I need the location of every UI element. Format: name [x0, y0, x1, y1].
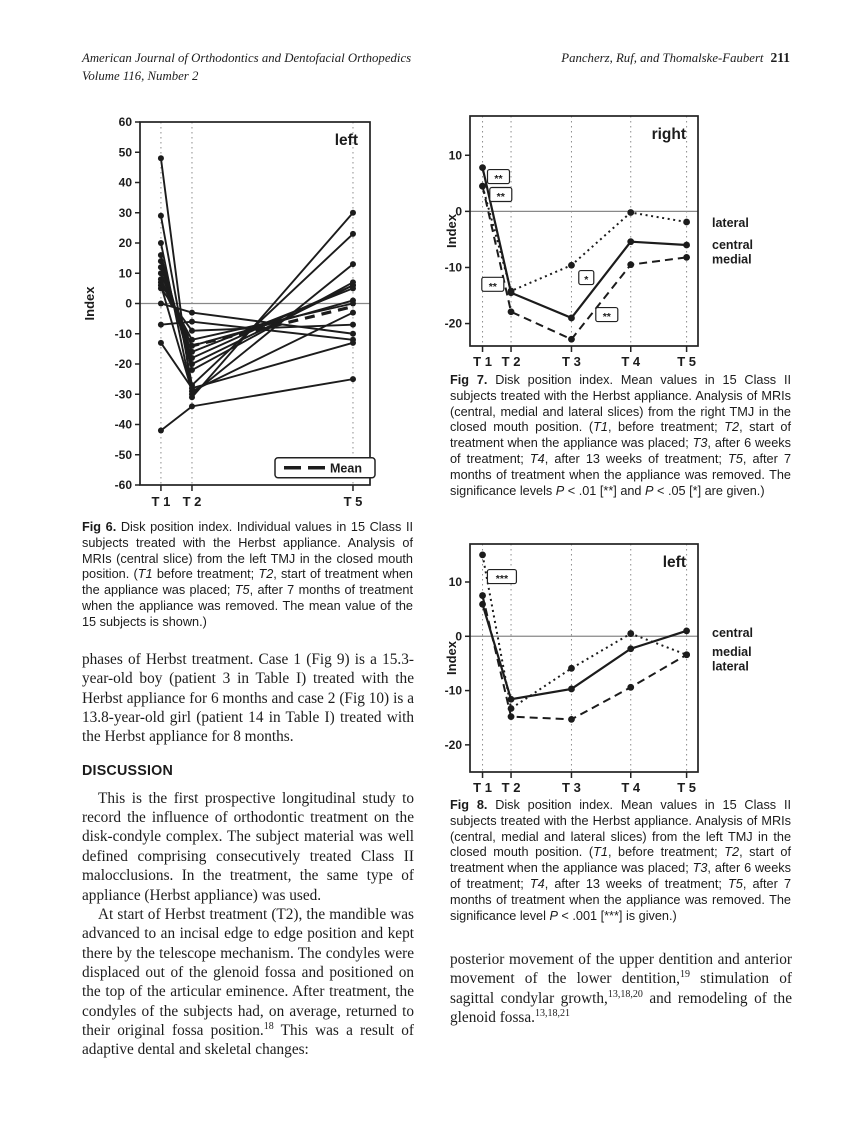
svg-text:T 3: T 3: [562, 354, 581, 369]
fig8-chart: 10 0 -10 -20 T 1 T 2 T 3 T 4 T 5 Index central medi…: [444, 536, 800, 798]
svg-text:**: **: [494, 173, 503, 185]
fig8-series-label-medial: medial: [712, 645, 752, 659]
authors: Pancherz, Ruf, and Thomalske-Faubert: [561, 51, 764, 65]
svg-text:0: 0: [125, 297, 132, 311]
svg-text:Index: Index: [82, 286, 97, 321]
svg-text:30: 30: [119, 206, 133, 220]
fig7-series-label-medial: medial: [712, 253, 752, 267]
svg-text:T 2: T 2: [502, 780, 521, 795]
svg-text:10: 10: [449, 148, 463, 162]
svg-text:-40: -40: [115, 418, 133, 432]
fig8-caption: Fig 8. Disk position index. Mean values …: [450, 798, 791, 923]
page-number: 211: [770, 50, 790, 65]
fig7-chart: 10 0 -10 -20 T 1 T 2 T 3 T 4 T 5 Index lateral cent…: [444, 110, 800, 372]
fig6-chart: 60 50 40 30 20 10 0 -10 -20 -30 -40 -50 -60 T 1 T 2 T 5…: [82, 110, 404, 512]
svg-text:**: **: [489, 281, 498, 293]
svg-text:-20: -20: [115, 357, 133, 371]
svg-text:T 2: T 2: [502, 354, 521, 369]
journal-volume: Volume 116, Number 2: [82, 68, 199, 83]
discussion-heading: DISCUSSION: [82, 762, 173, 779]
right-column-text: posterior movement of the upper dentitio…: [450, 950, 792, 1027]
fig8-series-label-central: central: [712, 626, 753, 640]
svg-text:T 3: T 3: [562, 780, 581, 795]
journal-header: American Journal of Orthodontics and Den…: [82, 50, 502, 86]
svg-text:Index: Index: [444, 640, 459, 675]
svg-text:T 1: T 1: [473, 780, 492, 795]
fig6-legend-label: Mean: [330, 461, 362, 475]
fig7-svg: 10 0 -10 -20 T 1 T 2 T 3 T 4 T 5 Index lateral cent…: [444, 115, 753, 369]
svg-text:T 4: T 4: [621, 354, 641, 369]
svg-text:-20: -20: [445, 317, 463, 331]
fig8-series-label-lateral: lateral: [712, 660, 749, 674]
svg-text:40: 40: [119, 176, 133, 190]
running-head: Pancherz, Ruf, and Thomalske-Faubert 211: [446, 50, 790, 66]
svg-text:T 5: T 5: [677, 354, 696, 369]
svg-text:**: **: [497, 191, 506, 203]
body-paragraph: posterior movement of the upper dentitio…: [450, 951, 792, 1027]
svg-text:**: **: [603, 311, 612, 323]
svg-text:-10: -10: [445, 260, 463, 274]
svg-text:60: 60: [119, 115, 133, 129]
fig8-corner-label: left: [663, 554, 686, 571]
svg-text:-20: -20: [445, 738, 463, 752]
fig6-corner-label: left: [335, 132, 358, 149]
svg-text:0: 0: [455, 204, 462, 218]
svg-text:-10: -10: [115, 327, 133, 341]
fig7-series-label-lateral: lateral: [712, 216, 749, 230]
svg-text:T 2: T 2: [183, 494, 202, 509]
fig7-corner-label: right: [652, 126, 686, 143]
svg-text:-30: -30: [115, 387, 133, 401]
body-paragraph: phases of Herbst treatment. Case 1 (Fig …: [82, 651, 414, 746]
body-paragraph: This is the first prospective longitudin…: [82, 789, 414, 904]
svg-text:-60: -60: [115, 478, 133, 492]
svg-text:T 5: T 5: [344, 494, 363, 509]
fig6-svg: 60 50 40 30 20 10 0 -10 -20 -30 -40 -50 -60 T 1 T 2 T 5…: [82, 115, 376, 509]
fig7-series-label-central: central: [712, 238, 753, 252]
fig8-svg: 10 0 -10 -20 T 1 T 2 T 3 T 4 T 5 Index central medi…: [444, 543, 753, 795]
svg-text:10: 10: [119, 266, 133, 280]
svg-text:-10: -10: [445, 684, 463, 698]
svg-text:20: 20: [119, 236, 133, 250]
svg-text:0: 0: [455, 629, 462, 643]
svg-text:T 1: T 1: [473, 354, 492, 369]
svg-text:T 4: T 4: [621, 780, 641, 795]
body-paragraph: At start of Herbst treatment (T2), the m…: [82, 905, 414, 1059]
left-column-text: phases of Herbst treatment. Case 1 (Fig …: [82, 650, 414, 1060]
svg-text:*: *: [584, 274, 589, 286]
svg-text:10: 10: [449, 575, 463, 589]
svg-text:Index: Index: [444, 213, 459, 248]
svg-text:T 5: T 5: [677, 780, 696, 795]
svg-text:50: 50: [119, 145, 133, 159]
fig7-caption: Fig 7. Disk position index. Mean values …: [450, 373, 791, 498]
svg-text:T 1: T 1: [152, 494, 171, 509]
svg-text:***: ***: [496, 573, 509, 585]
svg-text:-50: -50: [115, 448, 133, 462]
journal-title: American Journal of Orthodontics and Den…: [82, 51, 412, 65]
fig6-caption: Fig 6. Disk position index. Individual v…: [82, 520, 414, 629]
